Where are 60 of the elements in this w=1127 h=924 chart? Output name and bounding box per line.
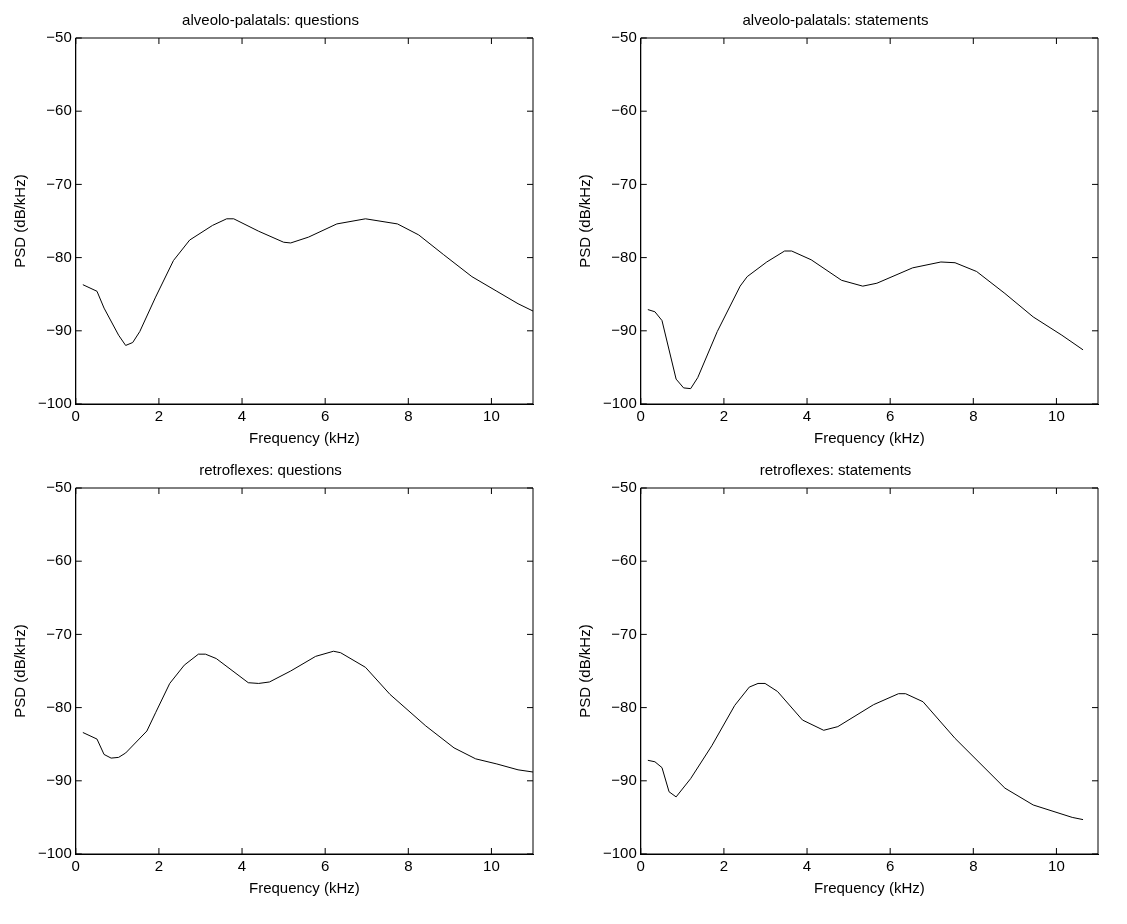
y-tick-label: −80 — [611, 247, 637, 265]
x-tick-label: 10 — [483, 857, 500, 875]
x-tick-label: 6 — [886, 407, 895, 425]
x-tick-label: 0 — [636, 407, 645, 425]
x-tick-label: 0 — [71, 857, 80, 875]
y-axis-title: PSD (dB/kHz) — [11, 624, 29, 718]
chart-title: alveolo-palatals: questions — [182, 11, 359, 29]
y-tick-label: −90 — [46, 320, 72, 338]
y-tick-label: −60 — [46, 101, 72, 119]
y-tick-label: −70 — [611, 624, 637, 642]
x-tick-label: 0 — [636, 857, 645, 875]
y-tick-label: −70 — [46, 174, 72, 192]
y-tick-label: −50 — [611, 28, 637, 46]
y-tick-label: −60 — [611, 551, 637, 569]
x-tick-label: 4 — [237, 857, 247, 875]
y-tick-label: −60 — [611, 101, 637, 119]
x-tick-label: 10 — [483, 407, 500, 425]
y-tick-label: −60 — [46, 551, 72, 569]
x-tick-label: 4 — [802, 857, 812, 875]
y-tick-label: −80 — [46, 697, 72, 715]
chart-title: retroflexes: statements — [759, 461, 912, 479]
y-tick-label: −50 — [611, 478, 637, 496]
x-tick-label: 2 — [154, 407, 164, 425]
y-axis-title: PSD (dB/kHz) — [576, 174, 594, 268]
x-tick-label: 10 — [1048, 857, 1065, 875]
x-axis-title: Frequency (kHz) — [248, 429, 360, 447]
x-axis-title: Frequency (kHz) — [813, 429, 925, 447]
x-tick-label: 2 — [154, 857, 164, 875]
y-tick-label: −70 — [611, 174, 637, 192]
x-tick-label: 6 — [321, 857, 330, 875]
x-axis-title: Frequency (kHz) — [813, 879, 925, 897]
y-axis-title: PSD (dB/kHz) — [576, 624, 594, 718]
x-tick-label: 8 — [969, 407, 978, 425]
y-tick-label: −100 — [602, 394, 637, 412]
y-tick-label: −100 — [37, 844, 72, 862]
x-tick-label: 8 — [404, 407, 413, 425]
y-tick-label: −90 — [611, 770, 637, 788]
x-axis-title: Frequency (kHz) — [248, 879, 360, 897]
y-tick-label: −50 — [46, 478, 72, 496]
x-tick-label: 10 — [1048, 407, 1065, 425]
x-tick-label: 8 — [969, 857, 978, 875]
y-tick-label: −70 — [46, 624, 72, 642]
y-tick-label: −50 — [46, 28, 72, 46]
x-tick-label: 4 — [802, 407, 812, 425]
y-tick-label: −100 — [602, 844, 637, 862]
x-tick-label: 8 — [404, 857, 413, 875]
y-axis-title: PSD (dB/kHz) — [11, 174, 29, 268]
x-tick-label: 2 — [719, 857, 729, 875]
x-tick-label: 0 — [71, 407, 80, 425]
y-tick-label: −90 — [611, 320, 637, 338]
x-tick-label: 2 — [719, 407, 729, 425]
y-tick-label: −80 — [611, 697, 637, 715]
y-tick-label: −90 — [46, 770, 72, 788]
y-tick-label: −100 — [37, 394, 72, 412]
y-tick-label: −80 — [46, 247, 72, 265]
x-tick-label: 6 — [321, 407, 330, 425]
x-tick-label: 6 — [886, 857, 895, 875]
x-tick-label: 4 — [237, 407, 247, 425]
chart-title: alveolo-palatals: statements — [742, 11, 929, 29]
chart-title: retroflexes: questions — [199, 461, 342, 479]
